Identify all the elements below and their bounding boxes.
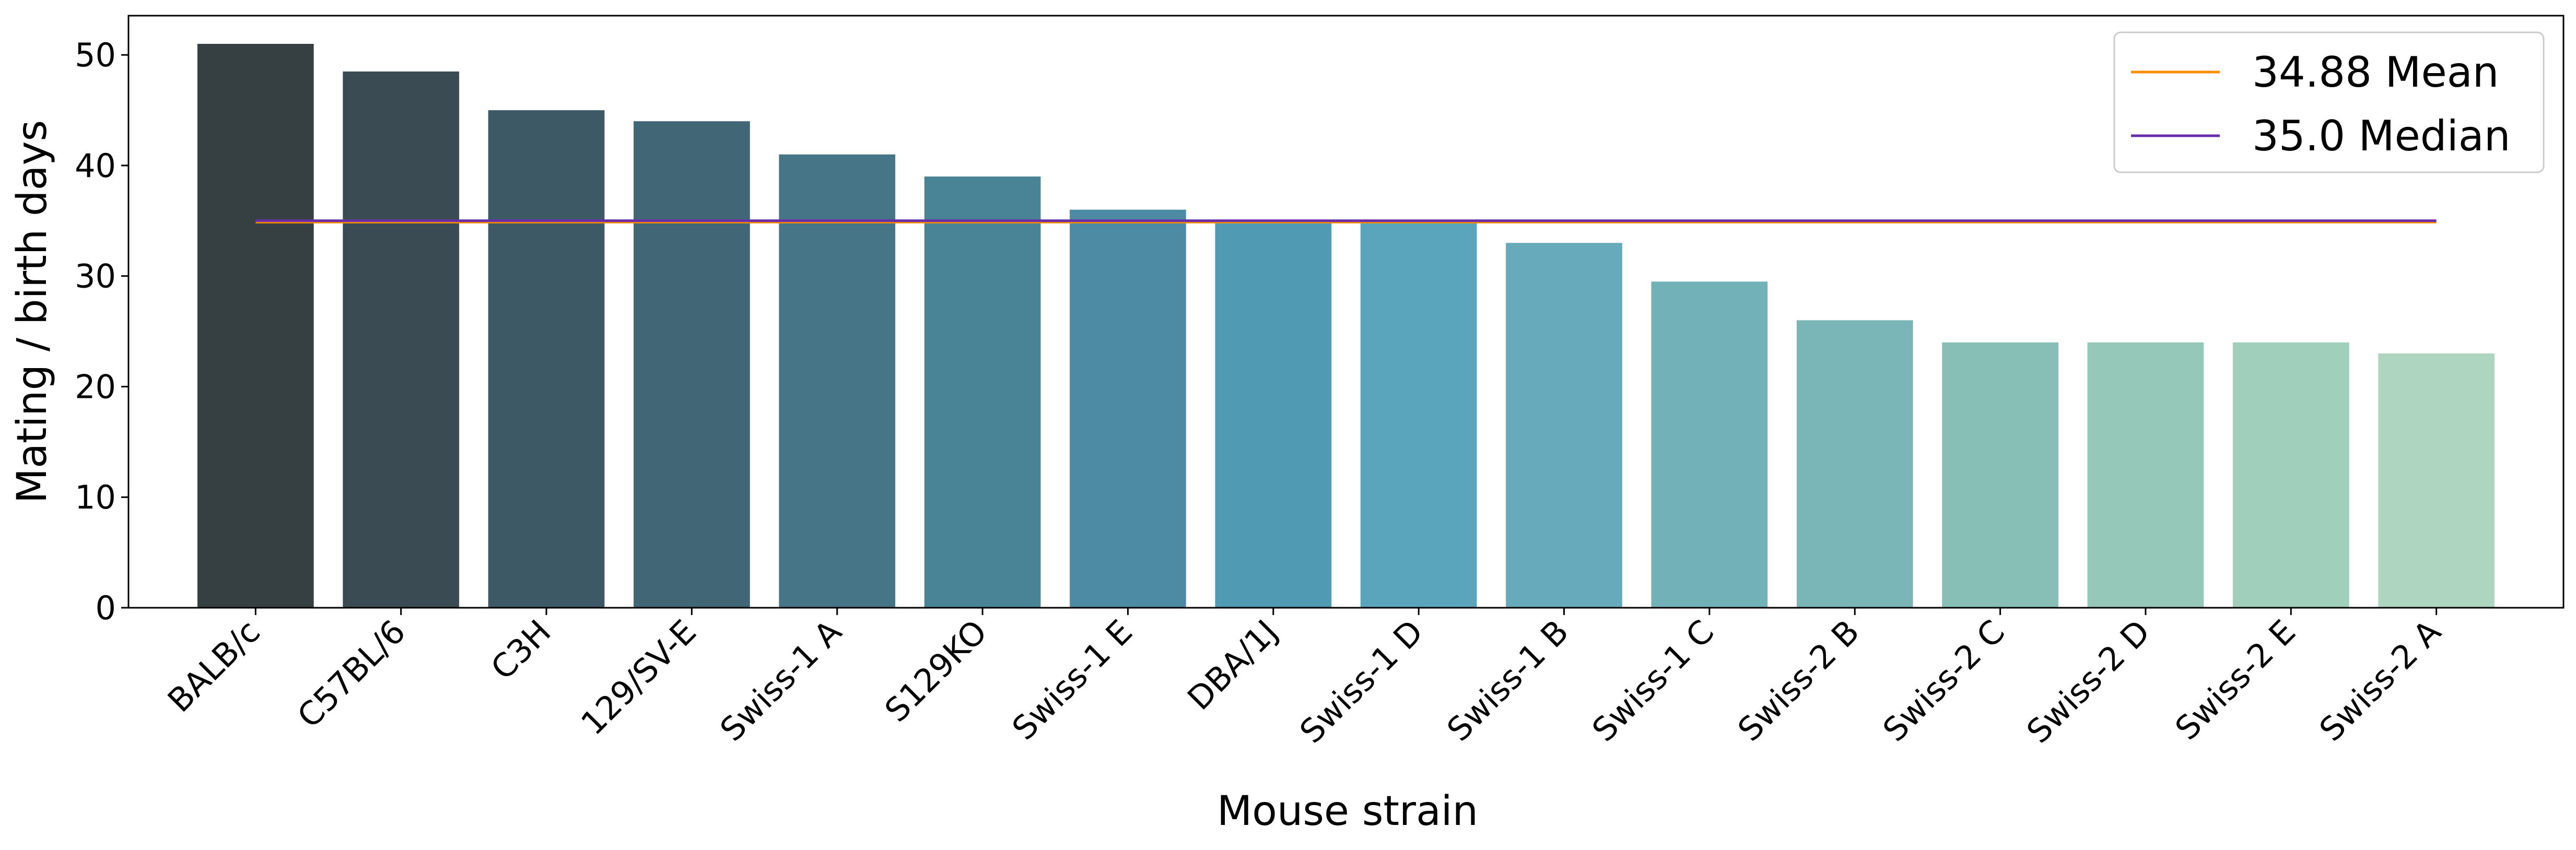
legend: 34.88 Mean 35.0 Median [2113,31,2545,173]
bar-dba-1j [1215,220,1332,608]
bar-swiss-1-c [1651,281,1768,608]
y-tick-label: 0 [96,589,116,627]
bar-swiss-1-e [1070,209,1186,608]
bar-129-sv-e [634,121,750,608]
plot-frame [127,15,2565,609]
bar-c3h [488,110,605,608]
y-tick-label: 30 [75,257,116,296]
bar-swiss-2-a [2378,353,2495,608]
bar-balb-c [197,44,314,608]
legend-label: 35.0 Median [2252,112,2511,160]
bar-swiss-2-c [1942,342,2058,608]
bar-s129ko [924,176,1041,608]
legend-label: 34.88 Mean [2252,48,2499,97]
x-axis-label: Mouse strain [1217,788,1478,835]
y-tick-label: 40 [75,147,116,185]
legend-box [2113,31,2545,173]
y-axis-label: Mating / birth days [9,120,56,503]
bar-swiss-1-a [779,154,896,608]
y-tick-label: 50 [75,36,116,74]
bars [197,44,2495,608]
y-axis: 0 10 20 30 40 50 [75,36,128,627]
bar-swiss-2-d [2087,342,2204,608]
bar-swiss-2-b [1796,320,1913,608]
bar-swiss-1-b [1506,243,1622,608]
y-tick-label: 20 [75,368,116,406]
y-tick-label: 10 [75,478,116,516]
bar-swiss-2-e [2233,342,2349,608]
bar-swiss-1-d [1360,220,1477,608]
reference-lines [255,219,2437,223]
bar-c57bl-6 [343,71,460,608]
